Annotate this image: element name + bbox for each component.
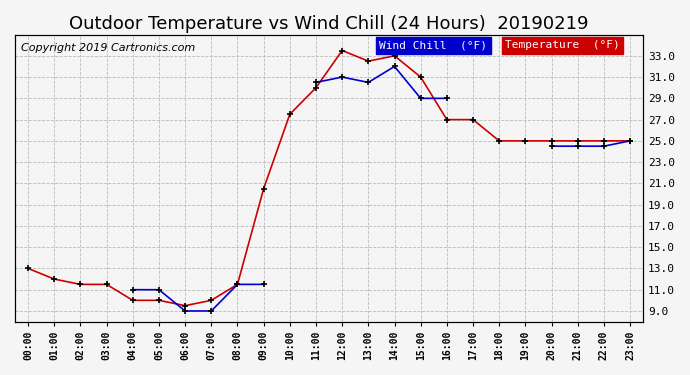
Text: Wind Chill  (°F): Wind Chill (°F) <box>380 40 487 50</box>
Text: Temperature  (°F): Temperature (°F) <box>505 40 620 50</box>
Title: Outdoor Temperature vs Wind Chill (24 Hours)  20190219: Outdoor Temperature vs Wind Chill (24 Ho… <box>69 15 589 33</box>
Text: Copyright 2019 Cartronics.com: Copyright 2019 Cartronics.com <box>21 43 195 53</box>
